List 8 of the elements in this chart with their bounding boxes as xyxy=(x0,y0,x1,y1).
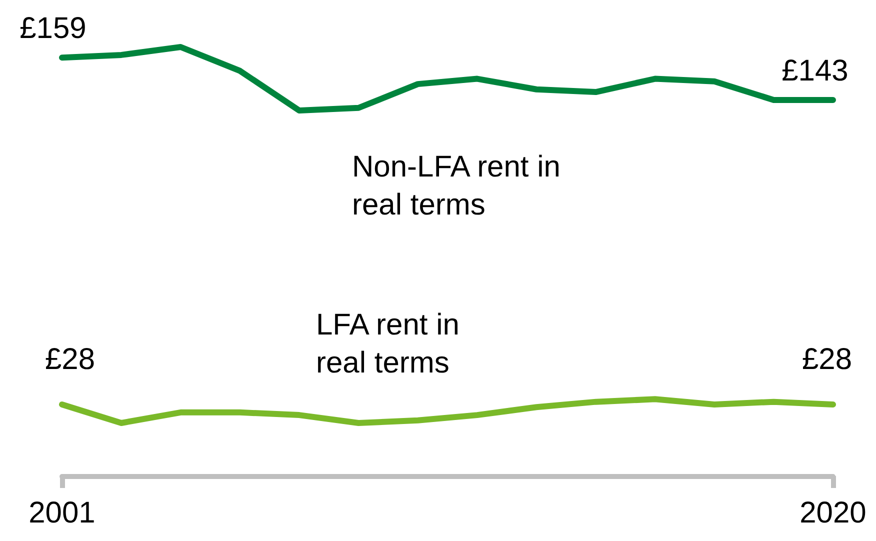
x-tick-label: 2001 xyxy=(28,496,96,530)
data-label: £143 xyxy=(782,54,848,88)
data-label: £159 xyxy=(20,12,86,46)
data-label: £28 xyxy=(802,342,852,376)
series-label: Non-LFA rent in real terms xyxy=(352,150,569,222)
data-label: £28 xyxy=(44,342,96,376)
series-label: LFA rent in real terms xyxy=(316,308,468,380)
x-tick-label: 2020 xyxy=(800,496,866,530)
